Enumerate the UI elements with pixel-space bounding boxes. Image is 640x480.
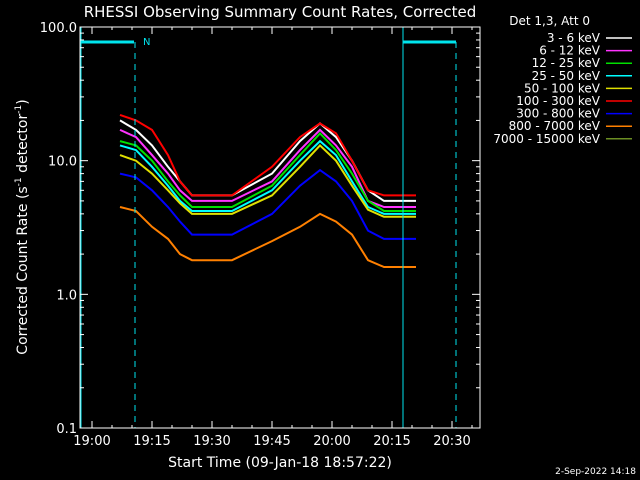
plot-frame bbox=[79, 26, 481, 429]
y-tick-layer: 0.1 1.0 10.0 100.0 bbox=[40, 21, 480, 437]
y-tick-label: 0.1 bbox=[56, 422, 77, 437]
x-tick-label: 20:15 bbox=[373, 434, 410, 449]
legend-label-7000-15000-kev: 7000 - 15000 keV bbox=[493, 132, 600, 146]
legend-label-50-100-kev: 50 - 100 keV bbox=[524, 81, 601, 95]
series-line-12-25-kev bbox=[119, 131, 416, 212]
y-axis-label-end: ) bbox=[15, 99, 31, 104]
y-tick-label: 100.0 bbox=[40, 21, 77, 36]
legend-label-300-800-kev: 300 - 800 keV bbox=[516, 107, 600, 121]
x-tick-label: 19:45 bbox=[253, 434, 290, 449]
legend-label-100-300-kev: 100 - 300 keV bbox=[516, 94, 600, 108]
series-line-6-12-kev bbox=[119, 128, 416, 208]
legend-label-12-25-kev: 12 - 25 keV bbox=[532, 56, 601, 70]
annotation-label: N bbox=[143, 37, 150, 48]
footer-date: 2-Sep-2022 14:18 bbox=[555, 467, 636, 477]
series-line-800-7000-kev bbox=[119, 206, 416, 268]
y-axis-label: Corrected Count Rate (s-1 detector-1) bbox=[14, 99, 31, 354]
legend-label-25-50-kev: 25 - 50 keV bbox=[532, 69, 601, 83]
y-axis-label-mid: detector bbox=[15, 114, 31, 178]
x-tick-label: 19:00 bbox=[73, 434, 110, 449]
legend-label-6-12-kev: 6 - 12 keV bbox=[539, 44, 601, 58]
y-axis-label-sup2: -1 bbox=[14, 105, 24, 114]
x-tick-label: 19:15 bbox=[133, 434, 170, 449]
x-tick-label: 20:30 bbox=[433, 434, 470, 449]
x-tick-layer: 19:00 19:15 19:30 19:45 20:00 20:15 20:30 bbox=[73, 27, 473, 449]
y-tick-label: 1.0 bbox=[56, 288, 77, 303]
x-axis-label: Start Time (09-Jan-18 18:57:22) bbox=[168, 455, 392, 471]
y-axis-label-sup1: -1 bbox=[14, 177, 24, 186]
chart-title: RHESSI Observing Summary Count Rates, Co… bbox=[84, 3, 477, 21]
legend-label-3-6-kev: 3 - 6 keV bbox=[547, 31, 601, 45]
series-line-100-300-kev bbox=[119, 113, 416, 197]
x-tick-label: 20:00 bbox=[313, 434, 350, 449]
series-line-25-50-kev bbox=[119, 139, 416, 215]
legend-label-800-7000-kev: 800 - 7000 keV bbox=[509, 119, 601, 133]
legend-header: Det 1,3, Att 0 bbox=[509, 14, 590, 28]
y-tick-label: 10.0 bbox=[48, 155, 77, 170]
x-tick-label: 19:30 bbox=[193, 434, 230, 449]
plot-layer: N bbox=[80, 27, 457, 428]
y-axis-label-main: Corrected Count Rate (s bbox=[15, 186, 31, 354]
series-line-50-100-kev bbox=[119, 143, 416, 218]
series-line-300-800-kev bbox=[119, 168, 416, 240]
